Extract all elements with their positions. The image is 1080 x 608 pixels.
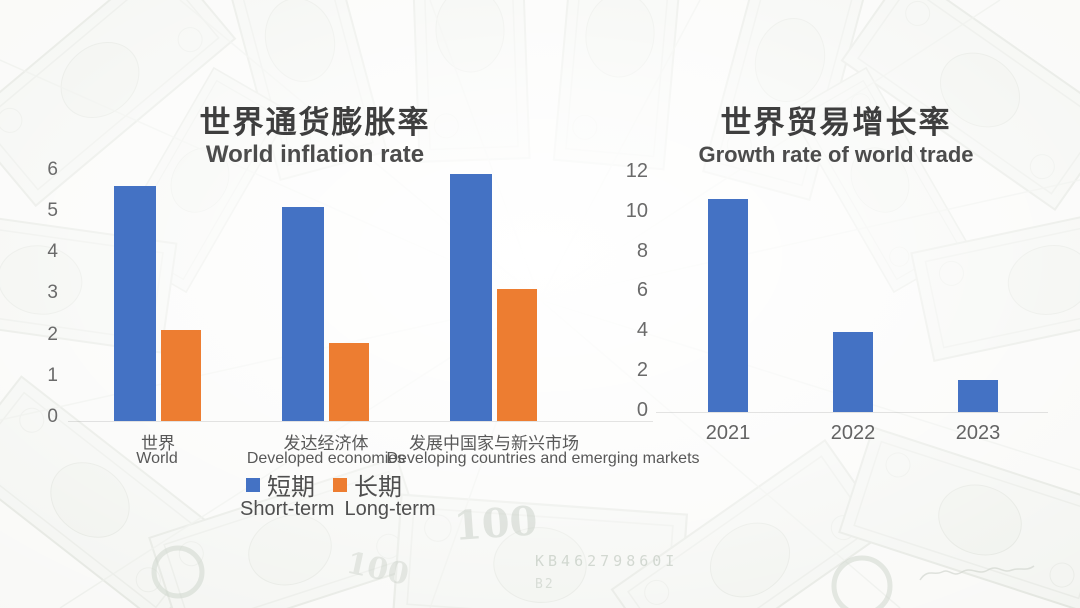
category-label-year-2: 2023	[955, 422, 1001, 444]
watermark-signature	[919, 565, 1035, 581]
category-label-en-1: Developed economies	[246, 450, 406, 467]
legend-label-short-term-zh: 短期	[267, 474, 315, 501]
trade-title-en: Growth rate of world trade	[698, 142, 974, 168]
category-label-en-2: Developing countries and emerging market…	[386, 450, 700, 467]
legend-swatch-long-term	[333, 477, 347, 492]
bill-seal-icon	[831, 555, 893, 608]
y-tick-trade-2: 2	[636, 359, 648, 382]
y-tick-trade-4: 4	[636, 319, 648, 342]
inflation-title-zh: 世界通货膨胀率	[199, 104, 431, 140]
y-tick-trade-6: 6	[636, 279, 648, 302]
inflation-title-en: World inflation rate	[205, 140, 425, 168]
legend-label-long-term-en: Long-term	[344, 498, 436, 520]
y-tick-inflation-3: 3	[47, 282, 58, 304]
bar-long-term-2	[497, 289, 537, 421]
y-tick-inflation-4: 4	[47, 241, 58, 263]
category-label-zh-2: 发展中国家与新兴市场	[409, 434, 579, 453]
bar-short-term-2	[450, 173, 492, 421]
category-label-year-0: 2021	[705, 422, 751, 444]
bar-short-term-0	[114, 186, 156, 421]
y-tick-trade-0: 0	[636, 399, 648, 421]
y-tick-inflation-2: 2	[47, 323, 58, 345]
legend-english: Short-term Long-term	[240, 498, 436, 521]
legend: 短期 长期	[246, 467, 402, 502]
y-tick-trade-12: 12	[625, 159, 648, 182]
bill-details: KB46279860I B2 100 100	[151, 497, 1035, 608]
bar-long-term-1	[329, 342, 369, 421]
category-label-zh-0: 世界	[141, 434, 175, 453]
bill-denomination-100: 100	[452, 497, 539, 550]
category-label-year-1: 2022	[830, 422, 876, 444]
x-axis-inflation	[68, 421, 653, 422]
bill-seal-icon	[151, 545, 205, 599]
category-label-en-0: World	[136, 450, 178, 467]
bar-short-term-1	[282, 206, 324, 421]
y-tick-inflation-5: 5	[47, 200, 58, 222]
x-axis-trade	[656, 412, 1048, 413]
bar-trade-2	[958, 380, 998, 412]
y-tick-inflation-1: 1	[47, 364, 58, 386]
y-tick-trade-10: 10	[625, 199, 648, 222]
y-tick-inflation-0: 0	[47, 406, 58, 427]
bar-long-term-0	[161, 330, 201, 421]
y-tick-inflation-6: 6	[47, 158, 58, 180]
bar-trade-1	[833, 332, 873, 412]
y-tick-trade-8: 8	[636, 239, 648, 262]
bar-trade-0	[708, 198, 748, 412]
bill-plate-code: B2	[535, 577, 555, 592]
bill-serial-number: KB46279860I	[535, 552, 678, 570]
legend-label-long-term-zh: 长期	[354, 474, 402, 501]
trade-title-zh: 世界贸易增长率	[720, 104, 952, 140]
category-label-zh-1: 发达经济体	[283, 434, 369, 453]
legend-label-short-term-en: Short-term	[240, 498, 335, 520]
legend-swatch-short-term	[246, 477, 260, 492]
